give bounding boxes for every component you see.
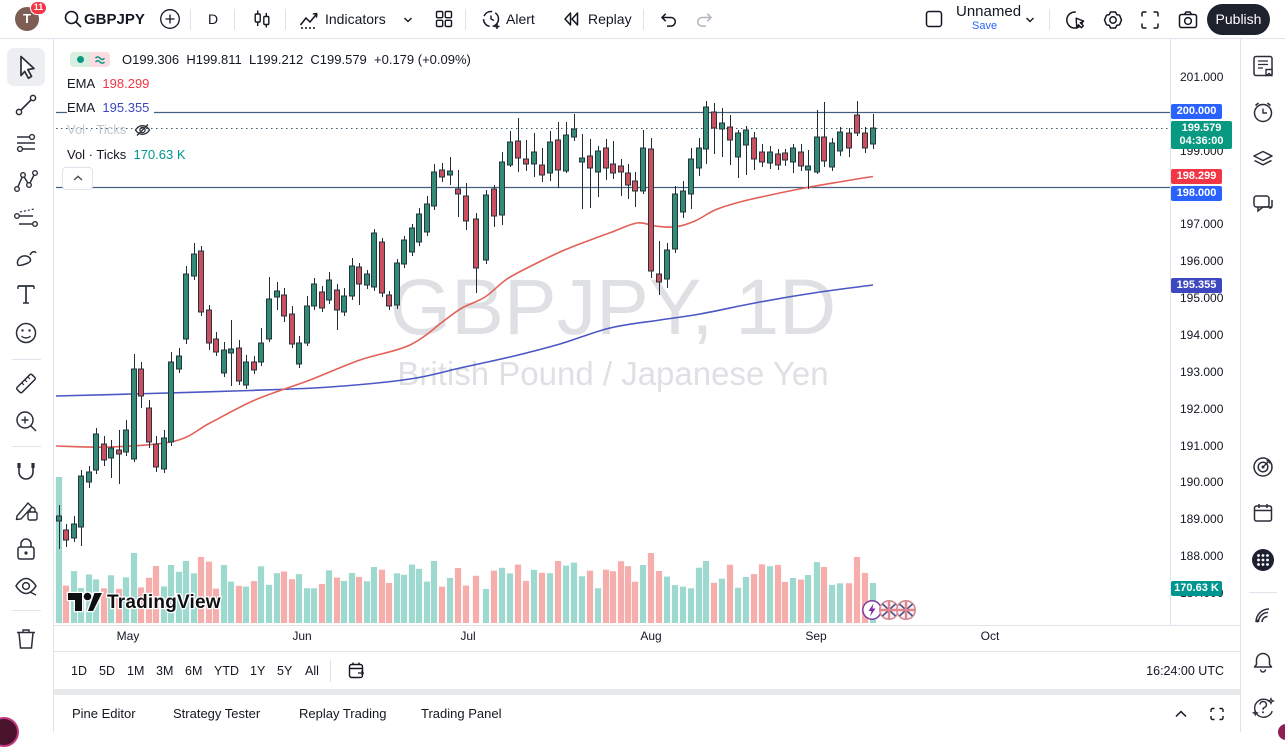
svg-text:GBPJPY, 1D: GBPJPY, 1D [390, 262, 836, 351]
svg-text:TradingView: TradingView [107, 592, 221, 613]
svg-text:British Pound / Japanese Yen: British Pound / Japanese Yen [397, 355, 828, 392]
